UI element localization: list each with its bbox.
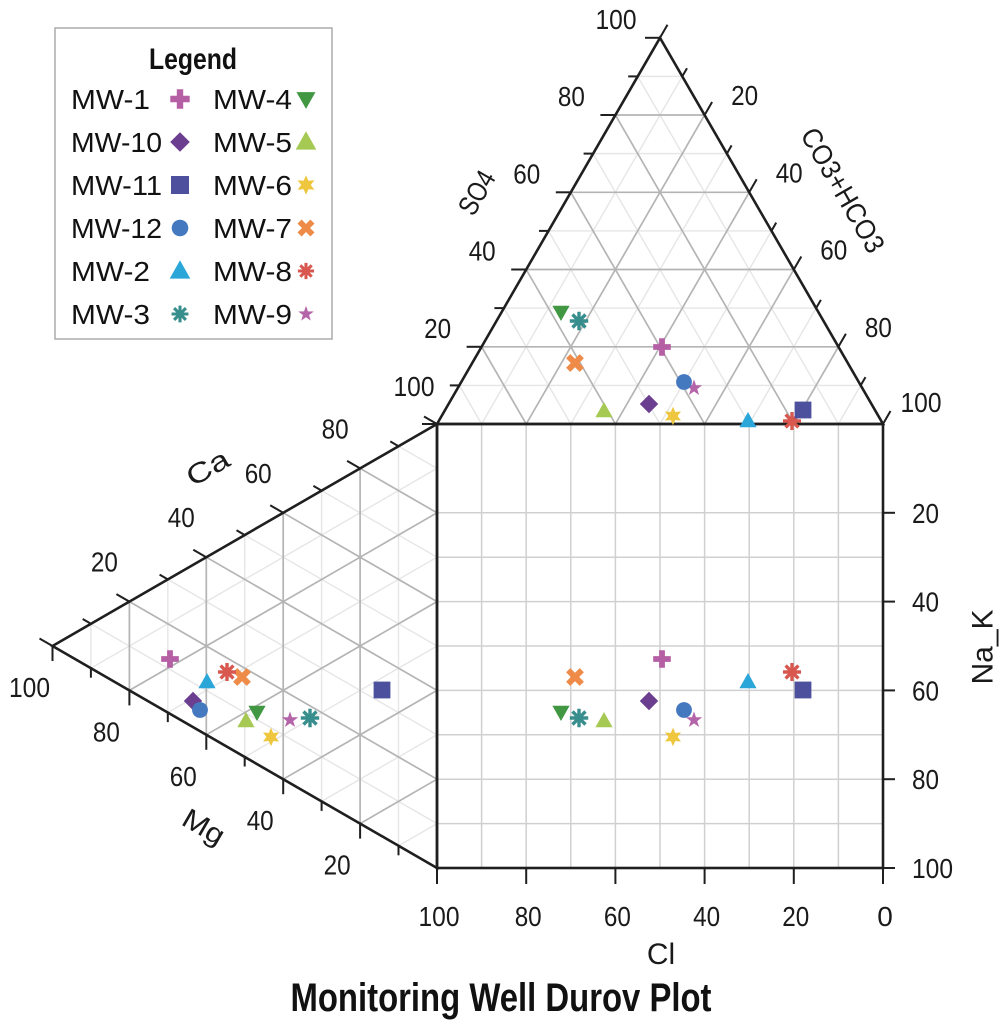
svg-text:MW-11: MW-11 — [71, 170, 162, 201]
svg-text:100: 100 — [912, 853, 953, 884]
svg-text:MW-8: MW-8 — [213, 256, 292, 287]
svg-text:60: 60 — [820, 235, 847, 266]
svg-text:MW-9: MW-9 — [213, 299, 292, 330]
svg-text:MW-3: MW-3 — [71, 299, 150, 330]
svg-text:80: 80 — [93, 716, 120, 747]
svg-text:80: 80 — [322, 413, 349, 444]
svg-text:20: 20 — [324, 850, 351, 881]
svg-text:20: 20 — [91, 547, 118, 578]
svg-text:100: 100 — [901, 387, 942, 418]
svg-text:20: 20 — [424, 313, 451, 344]
svg-text:MW-4: MW-4 — [213, 84, 292, 115]
svg-text:Monitoring Well Durov Plot: Monitoring Well Durov Plot — [291, 976, 712, 1020]
svg-text:40: 40 — [168, 502, 195, 533]
svg-text:20: 20 — [782, 901, 809, 932]
svg-text:0: 0 — [877, 901, 893, 932]
svg-text:80: 80 — [912, 764, 939, 795]
svg-text:40: 40 — [247, 805, 274, 836]
svg-text:MW-1: MW-1 — [71, 84, 150, 115]
svg-text:100: 100 — [596, 4, 637, 35]
svg-text:Cl: Cl — [647, 938, 675, 971]
svg-text:MW-2: MW-2 — [71, 256, 150, 287]
svg-text:Na_K: Na_K — [967, 609, 1000, 684]
svg-text:80: 80 — [558, 81, 585, 112]
svg-text:20: 20 — [731, 80, 758, 111]
svg-text:20: 20 — [912, 498, 939, 529]
svg-text:40: 40 — [776, 157, 803, 188]
svg-text:80: 80 — [865, 312, 892, 343]
svg-text:80: 80 — [515, 901, 542, 932]
svg-text:100: 100 — [419, 901, 460, 932]
svg-text:100: 100 — [394, 371, 435, 402]
svg-text:40: 40 — [693, 901, 720, 932]
svg-text:MW-6: MW-6 — [213, 170, 292, 201]
svg-text:MW-5: MW-5 — [213, 127, 292, 158]
svg-text:40: 40 — [469, 236, 496, 267]
svg-text:60: 60 — [170, 761, 197, 792]
svg-text:MW-10: MW-10 — [71, 127, 162, 158]
svg-text:60: 60 — [912, 675, 939, 706]
svg-text:60: 60 — [604, 901, 631, 932]
svg-text:Legend: Legend — [149, 43, 237, 76]
svg-text:100: 100 — [9, 672, 50, 703]
svg-text:40: 40 — [912, 587, 939, 618]
svg-text:60: 60 — [245, 458, 272, 489]
svg-text:MW-7: MW-7 — [213, 213, 292, 244]
svg-text:MW-12: MW-12 — [71, 213, 162, 244]
svg-text:60: 60 — [513, 158, 540, 189]
